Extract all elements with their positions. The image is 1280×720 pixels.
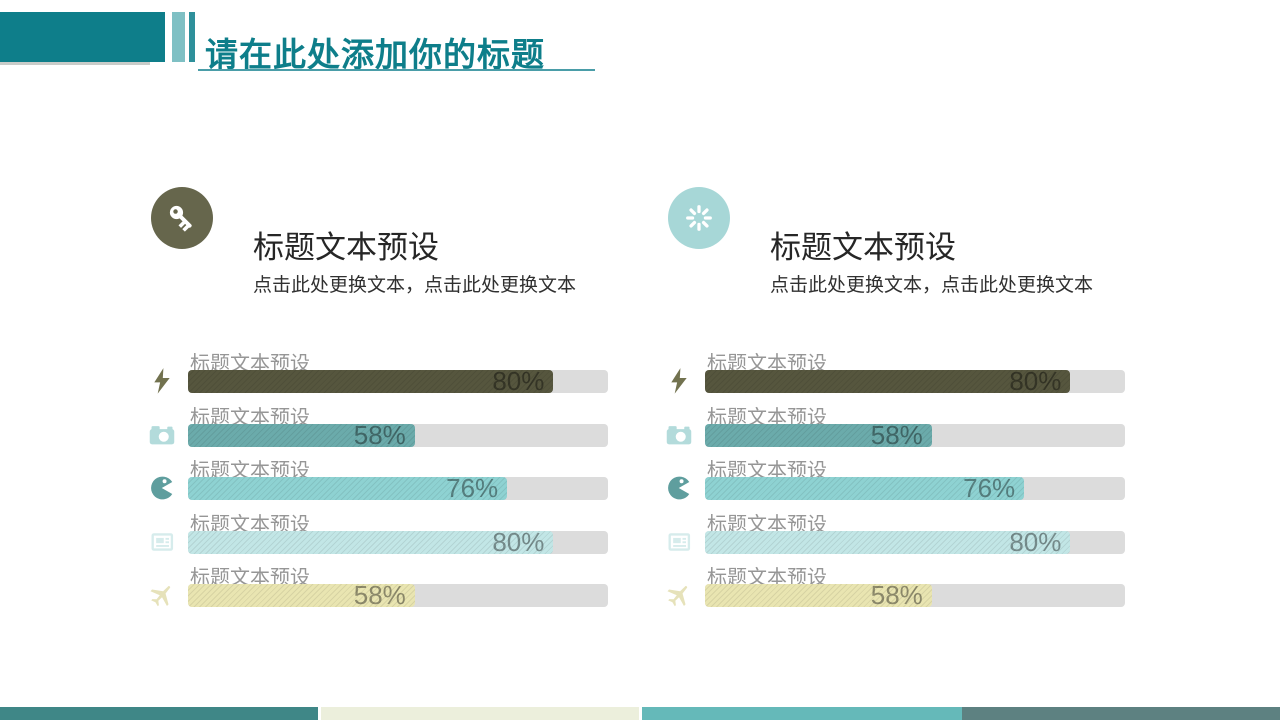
progress-value: 76% — [446, 473, 499, 503]
progress-value: 80% — [1009, 366, 1062, 396]
footer-strip-segment — [0, 707, 318, 720]
panel-right: 标题文本预设 点击此处更换文本，点击此处更换文本 标题文本预设 80% 标题文本… — [648, 180, 1126, 615]
progress-row: 标题文本预设 58% — [648, 407, 1126, 452]
panel-left: 标题文本预设 点击此处更换文本，点击此处更换文本 标题文本预设 80% 标题文本… — [131, 180, 609, 615]
progress-value: 80% — [492, 366, 545, 396]
progress-track: 58% — [705, 420, 1125, 450]
progress-label: 标题文本预设 — [707, 460, 827, 482]
progress-track: 80% — [705, 366, 1125, 396]
panel-heading: 标题文本预设 — [253, 229, 439, 265]
progress-label: 标题文本预设 — [190, 460, 310, 482]
progress-fill: 58% — [188, 420, 415, 450]
progress-value: 76% — [963, 473, 1016, 503]
progress-value: 80% — [1009, 527, 1062, 557]
airplane-icon — [148, 581, 176, 609]
footer-strip-segment — [642, 707, 962, 720]
progress-fill: 76% — [705, 473, 1025, 503]
progress-value: 58% — [870, 420, 923, 450]
lightning-icon — [148, 367, 176, 395]
footer-strip-segment — [321, 707, 639, 720]
progress-label: 标题文本预设 — [190, 407, 310, 429]
progress-fill: 80% — [705, 527, 1071, 557]
camera-icon — [148, 421, 176, 449]
camera-icon — [665, 421, 693, 449]
progress-value: 58% — [353, 580, 406, 610]
panel-heading: 标题文本预设 — [770, 229, 956, 265]
progress-label: 标题文本预设 — [190, 514, 310, 536]
progress-fill: 80% — [705, 366, 1071, 396]
progress-row: 标题文本预设 76% — [131, 460, 609, 505]
progress-label: 标题文本预设 — [190, 567, 310, 589]
progress-fill: 76% — [188, 473, 508, 503]
lightning-icon — [665, 367, 693, 395]
progress-value: 80% — [492, 527, 545, 557]
header-accent-bar-light — [172, 12, 185, 62]
header-accent-bar-dark — [189, 12, 195, 62]
progress-row: 标题文本预设 80% — [131, 353, 609, 398]
progress-value: 58% — [353, 420, 406, 450]
progress-row: 标题文本预设 80% — [131, 514, 609, 559]
progress-track: 80% — [705, 527, 1125, 557]
progress-row: 标题文本预设 76% — [648, 460, 1126, 505]
progress-label: 标题文本预设 — [707, 514, 827, 536]
spinner-icon — [668, 187, 730, 249]
progress-row: 标题文本预设 80% — [648, 514, 1126, 559]
header-accent-shadow — [0, 62, 150, 65]
progress-track: 76% — [188, 473, 608, 503]
progress-fill: 58% — [188, 580, 415, 610]
newspaper-icon — [148, 528, 176, 556]
progress-label: 标题文本预设 — [707, 567, 827, 589]
progress-track: 58% — [705, 580, 1125, 610]
pacman-icon — [665, 474, 693, 502]
progress-label: 标题文本预设 — [707, 353, 827, 375]
slide-title: 请在此处添加你的标题 — [205, 36, 545, 73]
progress-track: 76% — [705, 473, 1125, 503]
progress-row: 标题文本预设 80% — [648, 353, 1126, 398]
progress-row: 标题文本预设 58% — [131, 567, 609, 612]
progress-fill: 80% — [188, 366, 554, 396]
progress-fill: 58% — [705, 420, 932, 450]
header-accent-block — [0, 12, 165, 62]
progress-track: 58% — [188, 420, 608, 450]
panel-subtitle: 点击此处更换文本，点击此处更换文本 — [770, 275, 1094, 296]
progress-track: 58% — [188, 580, 608, 610]
progress-fill: 80% — [188, 527, 554, 557]
newspaper-icon — [665, 528, 693, 556]
airplane-icon — [665, 581, 693, 609]
panel-subtitle: 点击此处更换文本，点击此处更换文本 — [253, 275, 577, 296]
progress-track: 80% — [188, 366, 608, 396]
key-icon — [151, 187, 213, 249]
slide-title-underline — [198, 69, 595, 71]
progress-row: 标题文本预设 58% — [131, 407, 609, 452]
footer-strip-segment — [962, 707, 1280, 720]
pacman-icon — [148, 474, 176, 502]
progress-value: 58% — [870, 580, 923, 610]
progress-fill: 58% — [705, 580, 932, 610]
progress-row: 标题文本预设 58% — [648, 567, 1126, 612]
progress-track: 80% — [188, 527, 608, 557]
progress-label: 标题文本预设 — [190, 353, 310, 375]
progress-label: 标题文本预设 — [707, 407, 827, 429]
